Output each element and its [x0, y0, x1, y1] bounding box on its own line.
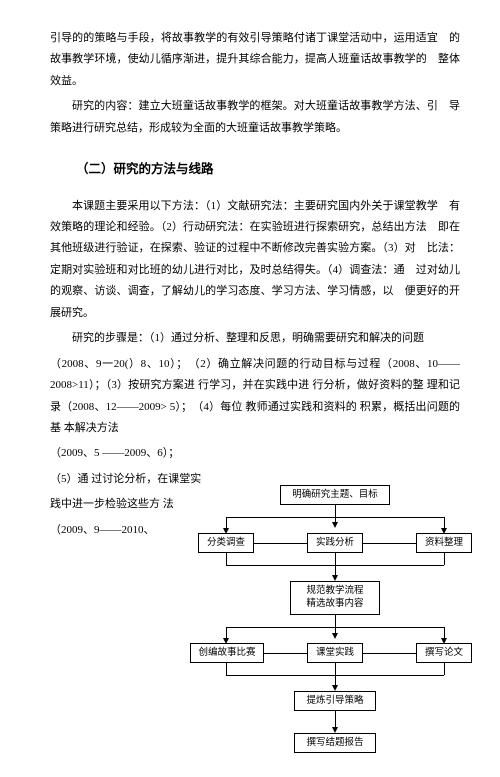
flow-box-norm: 规范教学流程 精选故事内容: [290, 581, 380, 615]
flow-box-story-contest: 创编故事比赛: [190, 643, 264, 663]
para-3: 本课题主要采用以下方法：（1）文献研究法：主要研究国内外关于课堂教学 有效策略的…: [50, 196, 460, 325]
para-4c: （2009、5 ——2009、6）；: [50, 443, 460, 464]
flow-box-strategy: 提炼引导策略: [294, 691, 376, 711]
para-4a: 研究的步骤是：（1）通过分析、整理和反思，明确需要研究和解决的问题: [50, 328, 460, 349]
flow-box-material: 资料整理: [416, 533, 472, 553]
para-2: 研究的内容：建立大班童话故事教学的框架。对大班童话故事教学方法、引 导策略进行研…: [50, 96, 460, 139]
flow-box-write-paper: 撰写论文: [416, 643, 472, 663]
flow-box-topic: 明确研究主题、目标: [280, 485, 390, 505]
flow-box-survey: 分类调查: [198, 533, 254, 553]
para-4b: （2008、9一20(）8、10）； （2）确立解决问题的行动目标与过程（200…: [50, 354, 460, 440]
flow-box-practice: 课堂实践: [307, 643, 363, 663]
flow-box-analysis: 实践分析: [307, 533, 363, 553]
flow-box-report: 撰写结题报告: [294, 733, 376, 753]
para-1: 引导的的策略与手段，将故事教学的有效引导策略付诸丁课堂活动中，运用适宜 的故事教…: [50, 28, 460, 92]
heading-methods: （二）研究的方法与线路: [76, 157, 460, 181]
flowchart: 明确研究主题、目标 分类调查 实践分析 资料整理 规范教学流程 精选故事内容 创…: [198, 485, 458, 777]
